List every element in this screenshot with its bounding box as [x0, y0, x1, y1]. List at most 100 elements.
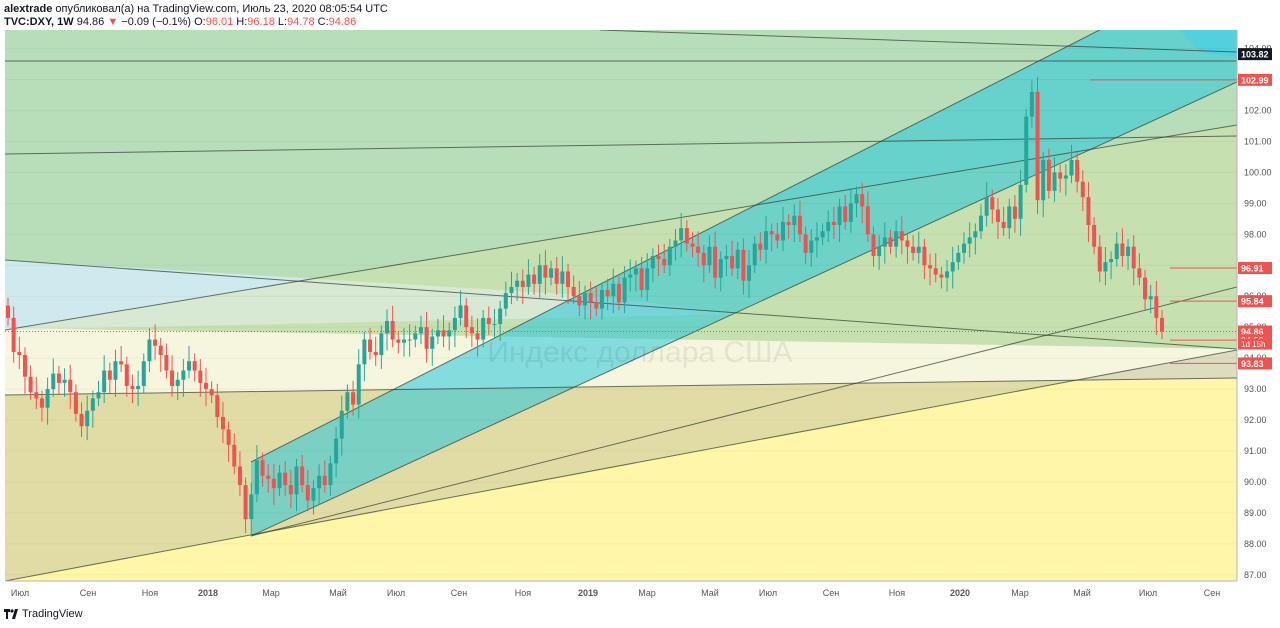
x-tick-label: Июл: [387, 588, 405, 598]
candles: [6, 76, 1164, 537]
candle-body: [158, 345, 163, 356]
y-tick-label: 89.00: [1244, 508, 1267, 518]
candle-body: [79, 413, 84, 427]
price-label: 96.91: [1241, 264, 1264, 274]
candle-body: [464, 305, 469, 328]
candle-body: [735, 249, 740, 269]
y-tick-label: 90.00: [1244, 477, 1267, 487]
down-arrow-icon: ▼: [107, 16, 119, 28]
candle-body: [628, 274, 633, 278]
candle-body: [277, 472, 282, 489]
y-tick-label: 99.00: [1244, 198, 1267, 208]
candle-body: [571, 286, 576, 297]
candle-body: [984, 197, 989, 216]
candle-body: [650, 255, 655, 269]
candle-body: [809, 240, 814, 253]
candle-body: [1080, 181, 1085, 198]
candle-body: [1137, 268, 1142, 278]
price-label-box: [1238, 48, 1272, 61]
candle-body: [351, 392, 356, 405]
candle-body: [68, 379, 73, 393]
candle-body: [662, 259, 667, 266]
candle-body: [192, 361, 197, 371]
candle-body: [203, 382, 208, 390]
candle-body: [605, 290, 610, 297]
candle-body: [532, 274, 537, 284]
teal-channel: [251, 30, 1237, 536]
candle-body: [950, 262, 955, 272]
publish-line: alextrade опубликовал(а) на TradingView.…: [4, 3, 388, 15]
trendline: [599, 30, 1237, 53]
candle-body: [639, 268, 644, 291]
candle-body: [153, 339, 158, 346]
candle-body: [1126, 246, 1131, 256]
candle-body: [560, 271, 565, 284]
candle-body: [752, 243, 757, 266]
x-tick-label: Ноя: [889, 588, 906, 598]
candle-body: [916, 246, 921, 253]
x-tick-label: Май: [329, 588, 347, 598]
candle-body: [978, 215, 983, 232]
candle-body: [764, 231, 769, 250]
candle-body: [933, 268, 938, 275]
candle-body: [780, 221, 785, 241]
candle-body: [690, 243, 695, 247]
x-tick-label: Сен: [451, 588, 468, 598]
candle-body: [633, 268, 638, 275]
trendline: [5, 135, 1237, 155]
symbol-line: TVC:DXY, 1W 94.86 ▼ −0.09 (−0.1%) O:96.0…: [4, 16, 356, 28]
price-label-box: [1238, 357, 1272, 370]
candle-body: [317, 475, 322, 489]
candle-body: [1120, 243, 1125, 256]
candle-body: [28, 376, 33, 393]
candle-body: [945, 271, 950, 278]
footer: TradingView: [0, 604, 300, 628]
candle-body: [962, 243, 967, 253]
candle-body: [696, 246, 701, 253]
candle-body: [1024, 116, 1029, 185]
candle-body: [232, 444, 237, 467]
candle-body: [1148, 296, 1153, 300]
candle-body: [379, 333, 384, 356]
x-tick-label: Май: [701, 588, 719, 598]
candle-body: [616, 283, 621, 303]
candle-body: [1069, 160, 1074, 176]
candle-body: [334, 438, 339, 464]
close-value: 94.86: [328, 16, 357, 28]
candle-body: [492, 324, 497, 326]
candle-body: [871, 234, 876, 256]
candle-body: [441, 330, 446, 337]
candle-body: [181, 370, 186, 380]
candle-body: [843, 206, 848, 222]
candle-body: [141, 361, 146, 386]
candle-body: [362, 339, 367, 365]
candle-body: [1103, 262, 1108, 272]
x-tick-label: Июл: [759, 588, 777, 598]
time-axis[interactable]: Июл Сен Ноя 2018 Мар Май Июл Сен Ноя 2019 Мар Май Ию…: [0, 582, 1280, 602]
candle-body: [1035, 91, 1040, 201]
candle-body: [956, 252, 961, 263]
candle-body: [673, 240, 678, 247]
trendline: [250, 286, 1237, 537]
x-tick-label: 2020: [950, 588, 970, 598]
candle-body: [814, 237, 819, 241]
candle-body: [820, 231, 825, 238]
candle-body: [73, 392, 78, 414]
candle-body: [741, 249, 746, 281]
tradingview-logo[interactable]: TradingView: [4, 608, 83, 620]
candle-body: [684, 228, 689, 244]
tradingview-icon: [4, 609, 18, 620]
candle-body: [62, 379, 67, 383]
candle-body: [396, 339, 401, 343]
x-tick-label: Июл: [11, 588, 29, 598]
candle-body: [611, 283, 616, 297]
close-label: C:: [317, 16, 329, 28]
candle-body: [747, 265, 752, 281]
candle-body: [758, 243, 763, 250]
candle-body: [1075, 160, 1080, 182]
price-label-box: [1238, 262, 1272, 275]
candle-body: [775, 234, 780, 241]
candle-body: [130, 385, 135, 390]
candle-body: [311, 488, 316, 501]
